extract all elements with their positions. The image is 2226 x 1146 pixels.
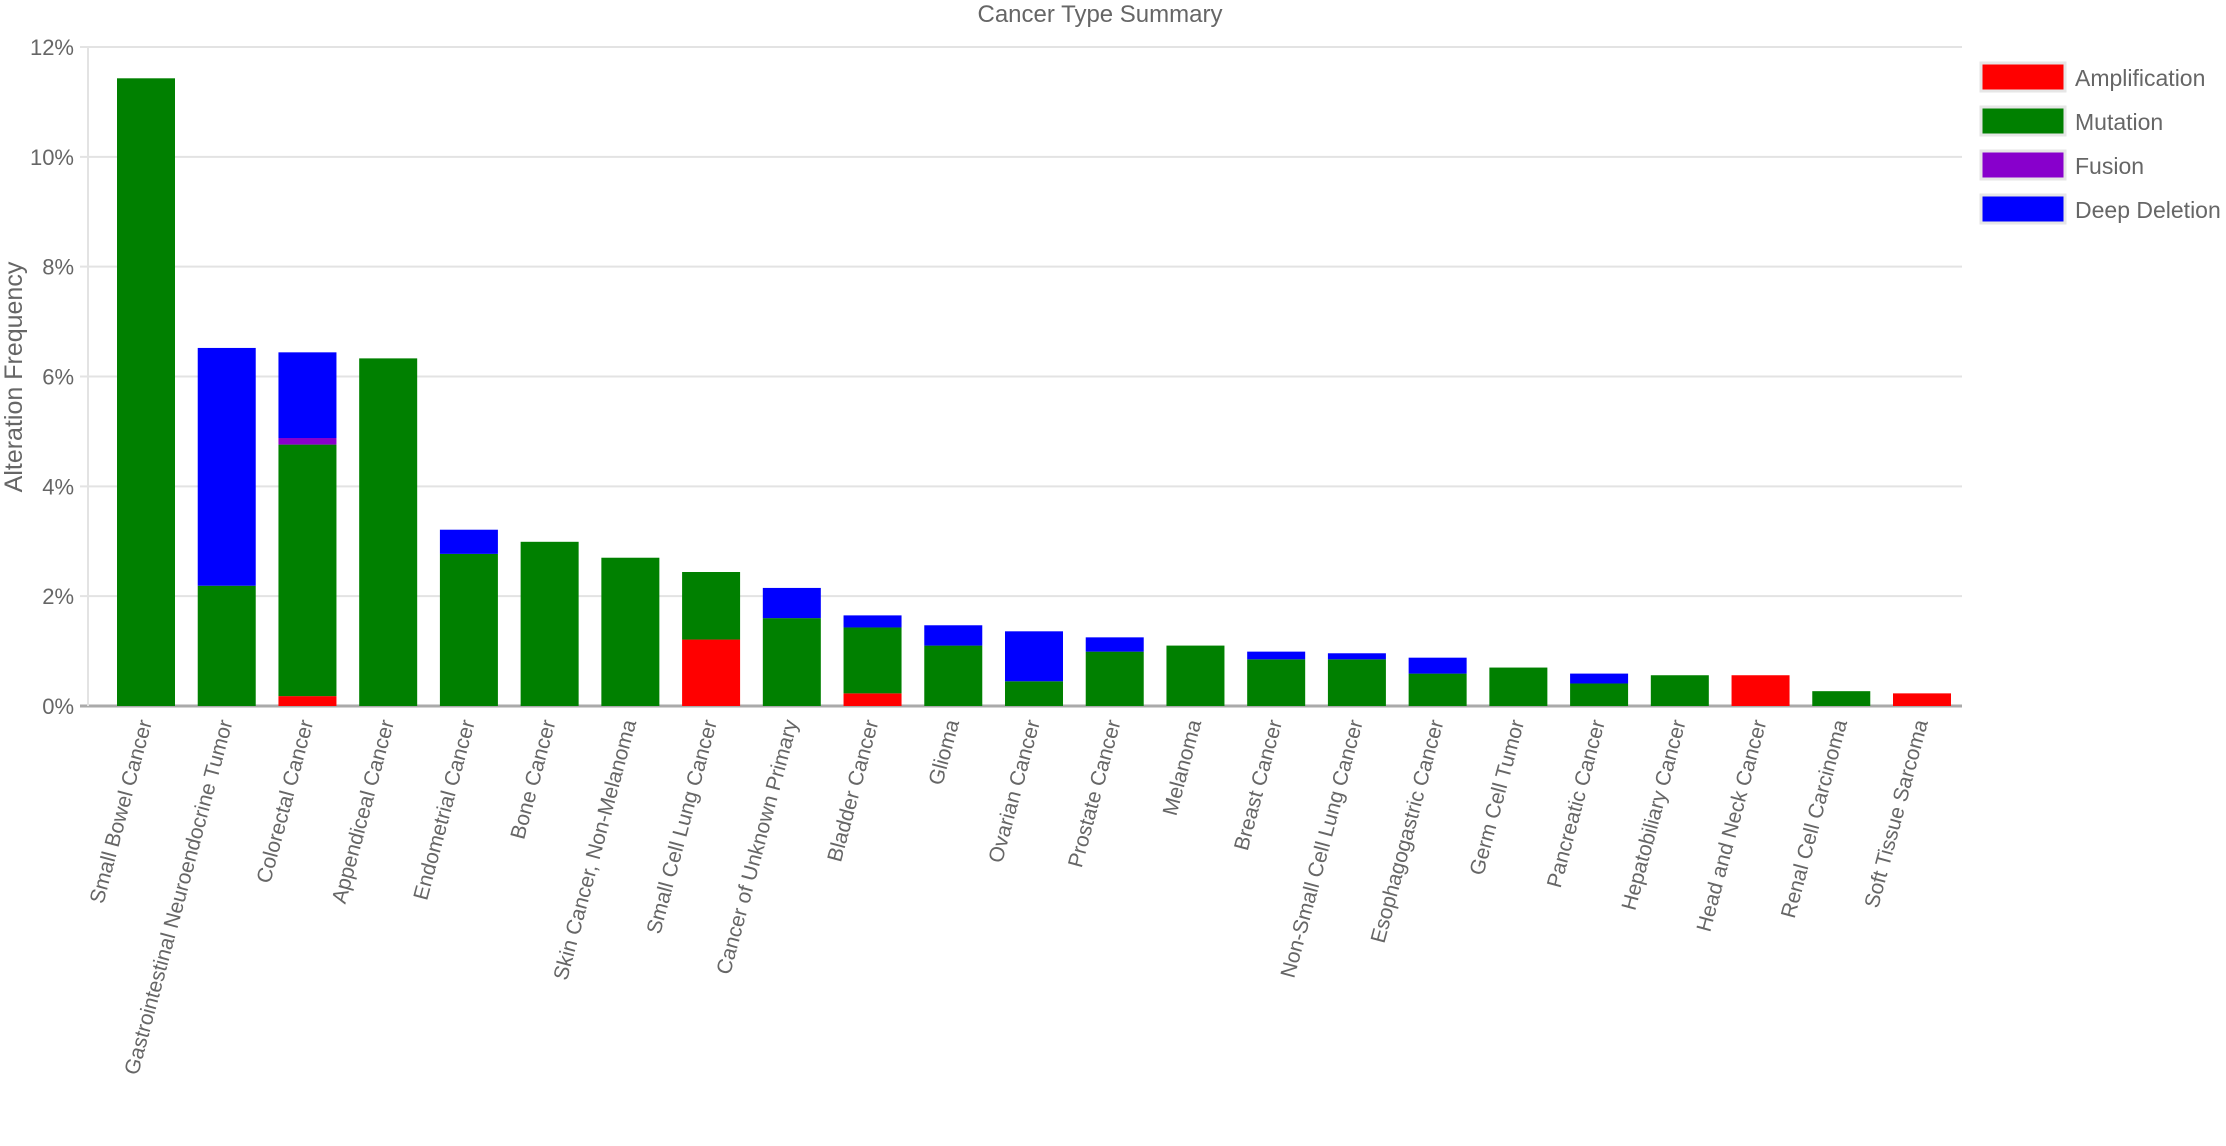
chart-title: Cancer Type Summary — [978, 1, 1223, 28]
bar-segment-mutation[interactable] — [278, 444, 337, 697]
y-axis-label: Alteration Frequency — [0, 261, 28, 492]
x-tick-label: Small Bowel Cancer — [86, 717, 157, 906]
bar-segment-mutation[interactable] — [762, 618, 821, 706]
x-tick-label: Non-Small Cell Lung Cancer — [1277, 717, 1368, 980]
x-tick-label: Esophagogastric Cancer — [1367, 717, 1449, 945]
bar-segment-mutation[interactable] — [520, 541, 579, 706]
bar-segment-deep-deletion[interactable] — [1085, 637, 1144, 652]
bar-segment-mutation[interactable] — [1570, 683, 1629, 706]
x-tick-label: Skin Cancer, Non-Melanoma — [549, 717, 641, 983]
bar-segment-fusion[interactable] — [278, 438, 337, 445]
x-tick-label: Hepatobiliary Cancer — [1618, 717, 1691, 912]
bar-segment-amplification[interactable] — [1731, 675, 1790, 706]
x-tick-label: Breast Cancer — [1230, 717, 1287, 853]
y-tick-label: 10% — [30, 145, 74, 170]
x-tick-label: Glioma — [925, 717, 965, 788]
x-tick-label: Melanoma — [1159, 717, 1207, 818]
legend: Amplification Mutation Fusion Deep Deletion — [1979, 61, 2221, 225]
bar-segment-mutation[interactable] — [359, 358, 418, 706]
bar-segment-deep-deletion[interactable] — [439, 529, 498, 554]
bar-segment-deep-deletion[interactable] — [924, 625, 983, 646]
bar-segment-mutation[interactable] — [117, 78, 175, 707]
legend-swatch[interactable] — [1979, 105, 2067, 137]
bar-segment-deep-deletion[interactable] — [843, 615, 902, 628]
bar-segment-amplification[interactable] — [843, 693, 902, 706]
y-tick-label: 6% — [42, 365, 74, 390]
bar-segment-mutation[interactable] — [682, 572, 741, 640]
bar-segment-mutation[interactable] — [843, 627, 902, 694]
y-tick-label: 0% — [42, 694, 74, 719]
bar-segment-deep-deletion[interactable] — [1327, 653, 1386, 660]
legend-label[interactable]: Amplification — [2075, 65, 2205, 91]
y-tick-label: 12% — [30, 35, 74, 60]
y-tick-label: 2% — [42, 584, 74, 609]
bars — [117, 78, 1951, 707]
bar-segment-deep-deletion[interactable] — [197, 347, 256, 586]
bar-segment-mutation[interactable] — [439, 553, 498, 706]
y-tick-label: 4% — [42, 474, 74, 499]
bar-segment-deep-deletion[interactable] — [1570, 673, 1629, 684]
y-tick-label: 8% — [42, 255, 74, 280]
bar-segment-deep-deletion[interactable] — [278, 352, 337, 439]
x-tick-label: Renal Cell Carcinoma — [1777, 717, 1852, 921]
x-tick-label: Colorectal Cancer — [253, 717, 319, 885]
legend-swatch[interactable] — [1979, 61, 2067, 93]
x-tick-label: Bladder Cancer — [823, 717, 883, 864]
x-tick-label: Soft Tissue Sarcoma — [1860, 717, 1932, 910]
legend-swatch[interactable] — [1979, 149, 2067, 181]
legend-swatch[interactable] — [1979, 193, 2067, 225]
legend-label[interactable]: Fusion — [2075, 153, 2144, 179]
x-tick-label: Bone Cancer — [507, 717, 561, 841]
bar-segment-mutation[interactable] — [1650, 675, 1709, 706]
x-tick-label: Prostate Cancer — [1064, 717, 1125, 870]
bar-segment-deep-deletion[interactable] — [1005, 631, 1063, 682]
x-tick-label: Head and Neck Cancer — [1693, 717, 1772, 934]
legend-label[interactable]: Mutation — [2075, 109, 2163, 135]
bar-segment-deep-deletion[interactable] — [1247, 651, 1306, 660]
bar-segment-mutation[interactable] — [1166, 645, 1225, 706]
bar-segment-amplification[interactable] — [278, 696, 337, 706]
x-tick-label: Small Cell Lung Cancer — [643, 717, 722, 936]
bar-segment-mutation[interactable] — [1408, 673, 1467, 706]
x-tick-label: Endometrial Cancer — [409, 717, 479, 902]
x-tick-label: Germ Cell Tumor — [1466, 717, 1530, 877]
x-tick-label: Cancer of Unknown Primary — [712, 717, 802, 977]
bar-segment-mutation[interactable] — [1085, 651, 1144, 706]
bar-segment-mutation[interactable] — [197, 585, 256, 706]
y-axis-ticks: 0% 2% 4% 6% 8% 10% 12% — [30, 35, 74, 719]
bar-segment-amplification[interactable] — [682, 639, 741, 706]
bar-segment-deep-deletion[interactable] — [1408, 657, 1467, 674]
bar-segment-mutation[interactable] — [1327, 659, 1386, 706]
x-tick-label: Ovarian Cancer — [985, 717, 1045, 865]
bar-segment-mutation[interactable] — [1489, 667, 1548, 706]
x-tick-label: Appendiceal Cancer — [328, 717, 399, 906]
bar-segment-mutation[interactable] — [1005, 681, 1063, 706]
legend-label[interactable]: Deep Deletion — [2075, 197, 2221, 223]
bar-segment-mutation[interactable] — [924, 645, 983, 706]
bar-segment-deep-deletion[interactable] — [762, 587, 821, 619]
bar-segment-mutation[interactable] — [1812, 691, 1871, 706]
bar-segment-mutation[interactable] — [1247, 659, 1306, 706]
bar-segment-mutation[interactable] — [601, 557, 660, 706]
x-tick-label: Pancreatic Cancer — [1543, 717, 1610, 890]
bar-segment-amplification[interactable] — [1893, 693, 1951, 706]
